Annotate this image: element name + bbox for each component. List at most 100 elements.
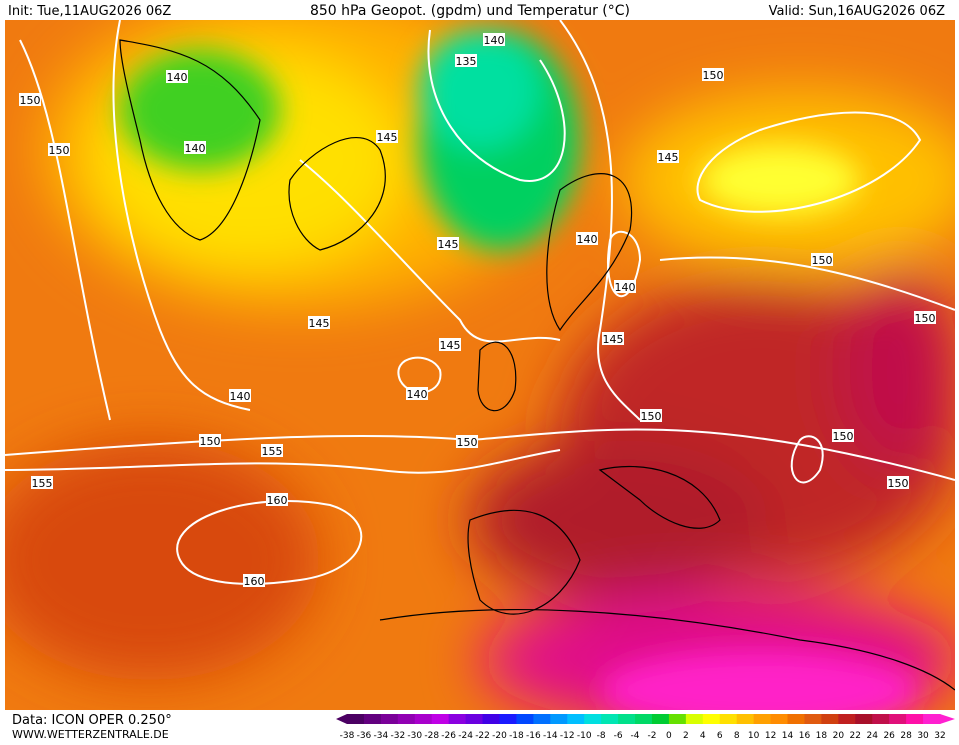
contour-label-box (406, 387, 428, 400)
colorbar-swatch (380, 714, 399, 724)
contour-label-box (811, 253, 833, 266)
colorbar-swatch (787, 714, 805, 724)
contour-label-box (308, 316, 330, 329)
contour-label: 135 (456, 55, 477, 68)
colorbar-tick-label: -24 (458, 731, 473, 741)
contour-label-box (702, 68, 724, 81)
colorbar-tick-label: 30 (917, 731, 929, 741)
contour-label: 140 (167, 71, 188, 84)
colorbar-swatch (567, 714, 585, 724)
contour-label: 160 (267, 494, 288, 507)
contour-label: 150 (888, 477, 909, 490)
colorbar-swatch (431, 714, 450, 724)
colorbar-swatch (668, 714, 687, 724)
colorbar-tick-label: 20 (833, 731, 845, 741)
colorbar-swatch (702, 714, 721, 724)
contour-label: 145 (377, 131, 398, 144)
contour-label: 140 (577, 233, 598, 246)
colorbar-swatch (923, 714, 941, 724)
contour-label-box (48, 143, 70, 156)
contour-label-box (184, 141, 206, 154)
init-label: Init: Tue,11AUG2026 06Z (8, 4, 171, 19)
colorbar-tick-label: -18 (509, 731, 524, 741)
contour-label: 145 (440, 339, 461, 352)
isohypses (5, 20, 955, 585)
colorbar-tick-label: 14 (782, 731, 794, 741)
coastlines (119, 39, 955, 691)
contour-label-box (576, 232, 598, 245)
contour-label: 150 (703, 69, 724, 82)
colorbar-swatch (465, 714, 484, 724)
contour-label: 140 (185, 142, 206, 155)
contour-label: 140 (407, 388, 428, 401)
colorbar-swatch (635, 714, 653, 724)
colorbar-swatch (753, 714, 772, 724)
colorbar-swatch (584, 714, 602, 724)
contour-label: 150 (20, 94, 41, 107)
colorbar-tick-label: 28 (900, 731, 912, 741)
contour-label: 155 (262, 445, 283, 458)
contour-label: 150 (915, 312, 936, 325)
map-title: 850 hPa Geopot. (gpdm) und Temperatur (°… (310, 3, 630, 19)
contour-label: 150 (641, 410, 662, 423)
contour-labels: 140 135 150 145 140 150 150 140 145 150 140 145 145 1… (19, 33, 936, 588)
colorbar-tick-label: -14 (543, 731, 558, 741)
colorbar-tick-label: 22 (850, 731, 861, 741)
contour-label: 150 (200, 435, 221, 448)
contour-label: 160 (244, 575, 265, 588)
map (5, 20, 955, 710)
contour-label: 150 (833, 430, 854, 443)
contour-label: 145 (309, 317, 330, 330)
colorbar-swatch (363, 714, 382, 724)
colorbar-swatch (448, 714, 467, 724)
data-source: Data: ICON OPER 0.250° (12, 713, 172, 728)
website: WWW.WETTERZENTRALE.DE (12, 728, 169, 741)
colorbar-tick-label: 6 (717, 731, 723, 741)
valid-label: Valid: Sun,16AUG2026 06Z (769, 4, 945, 19)
colorbar-swatch (414, 714, 433, 724)
colorbar-swatch (838, 714, 856, 724)
contour-label-box (19, 93, 41, 106)
contour-label-box (243, 574, 265, 587)
colorbar-tick-label: 2 (683, 731, 689, 741)
colorbar-tick-label: -26 (441, 731, 456, 741)
colorbar-tick-label: -38 (340, 731, 355, 741)
colorbar-swatch (397, 714, 416, 724)
colorbar-swatch (618, 714, 636, 724)
contour-label: 150 (457, 436, 478, 449)
colorbar-swatch (770, 714, 789, 724)
contour-label: 145 (658, 151, 679, 164)
colorbar-swatch (482, 714, 500, 724)
contour-label: 155 (32, 477, 53, 490)
colorbar-tick-label: -32 (390, 731, 405, 741)
colorbar-end (336, 714, 347, 724)
contour-label-box (640, 409, 662, 422)
colorbar-tick-label: -22 (475, 731, 490, 741)
contour-label-box (199, 434, 221, 447)
colorbar-tick-label: 26 (883, 731, 895, 741)
colorbar-swatch (719, 714, 738, 724)
colorbar-swatch (906, 714, 924, 724)
colorbar-tick-label: -6 (614, 731, 623, 741)
colorbar-swatch (550, 714, 568, 724)
colorbar-tick-label: 0 (666, 731, 672, 741)
contour-label-box (439, 338, 461, 351)
colorbar-tick-label: 16 (799, 731, 811, 741)
colorbar-swatch (804, 714, 822, 724)
colorbar-end (940, 714, 955, 724)
contour-label: 150 (49, 144, 70, 157)
contour-label-box (914, 311, 936, 324)
colorbar-tick-label: 24 (867, 731, 879, 741)
contour-label: 145 (603, 333, 624, 346)
contour-label-box (266, 493, 288, 506)
colorbar-swatch (516, 714, 534, 724)
contour-label-box (166, 70, 188, 83)
colorbar-tick-label: -28 (424, 731, 439, 741)
colorbar-tick-label: -36 (357, 731, 372, 741)
colorbar-tick-label: -12 (560, 731, 575, 741)
contour-label: 140 (615, 281, 636, 294)
contour-label-box (229, 389, 251, 402)
contour-label-box (657, 150, 679, 163)
colorbar-tick-label: -2 (647, 731, 656, 741)
